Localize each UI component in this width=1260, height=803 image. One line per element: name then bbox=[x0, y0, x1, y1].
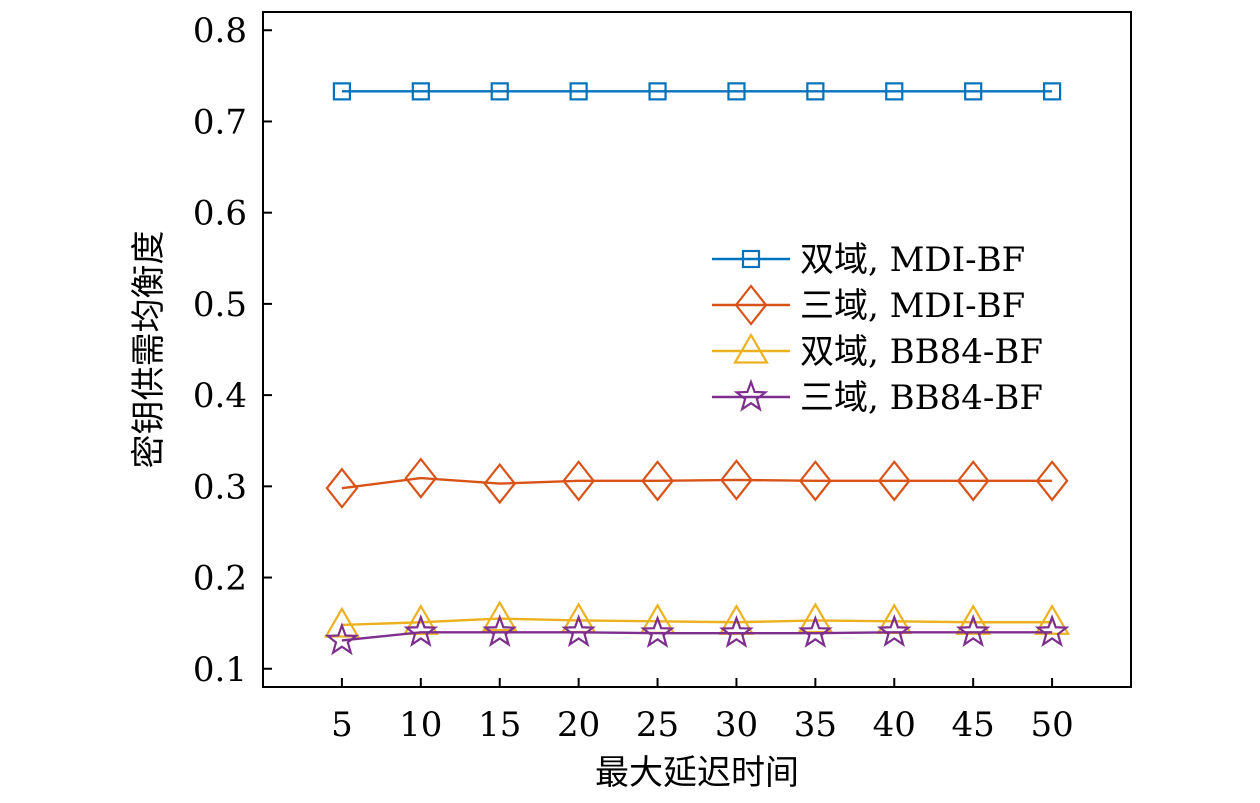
legend-label: 三域, MDI-BF bbox=[800, 286, 1025, 326]
series-1 bbox=[332, 82, 1062, 101]
data-point bbox=[648, 82, 667, 101]
series-2 bbox=[325, 457, 1069, 509]
y-tick-label: 0.4 bbox=[193, 376, 247, 416]
data-point bbox=[402, 604, 439, 635]
y-tick-label: 0.3 bbox=[193, 467, 247, 507]
x-tick-label: 20 bbox=[557, 705, 600, 745]
data-point bbox=[1034, 614, 1070, 648]
legend-marker bbox=[741, 249, 761, 269]
series-line bbox=[341, 617, 1053, 627]
x-tick-label: 10 bbox=[399, 705, 442, 745]
data-point bbox=[719, 614, 754, 648]
data-point bbox=[955, 604, 992, 635]
data-point bbox=[569, 82, 588, 101]
y-tick-label: 0.2 bbox=[193, 559, 247, 599]
x-tick-label: 50 bbox=[1030, 705, 1073, 745]
series-3 bbox=[323, 600, 1071, 638]
plot-area bbox=[262, 11, 1132, 688]
data-point bbox=[1035, 460, 1069, 502]
x-tick-label: 40 bbox=[873, 705, 916, 745]
data-point bbox=[876, 614, 912, 648]
x-tick-label: 35 bbox=[794, 705, 837, 745]
data-point bbox=[806, 82, 825, 101]
series-layer bbox=[323, 82, 1071, 656]
data-point bbox=[411, 82, 430, 101]
y-axis-title: 密钥供需均衡度 bbox=[129, 231, 169, 469]
data-point bbox=[490, 82, 509, 101]
legend-label: 双域, BB84-BF bbox=[800, 332, 1043, 372]
data-point bbox=[877, 460, 911, 502]
tick-layer: 0.1 0.2 0.3 0.4 0.5 0.6 0.7 0.8 5 10 15 20 25 30 35 40 4… bbox=[193, 11, 1074, 745]
y-tick-label: 0.5 bbox=[193, 285, 247, 325]
legend-item: 三域, MDI-BF bbox=[712, 284, 1025, 326]
legend-label: 三域, BB84-BF bbox=[800, 378, 1043, 418]
data-point bbox=[482, 614, 518, 648]
data-point bbox=[1034, 604, 1071, 635]
data-point bbox=[727, 82, 746, 101]
data-point bbox=[561, 614, 596, 648]
legend: 双域, MDI-BF 三域, MDI-BF 双域, BB84-BF 三域, BB84-… bbox=[712, 240, 1043, 418]
data-point bbox=[955, 614, 991, 648]
data-point bbox=[956, 460, 990, 502]
y-tick-label: 0.1 bbox=[193, 650, 247, 690]
y-tick-label: 0.6 bbox=[193, 194, 247, 234]
x-tick-label: 5 bbox=[331, 705, 353, 745]
y-tick-label: 0.7 bbox=[193, 102, 247, 142]
series-4 bbox=[324, 614, 1070, 656]
data-point bbox=[964, 82, 983, 101]
legend-item: 双域, MDI-BF bbox=[712, 240, 1025, 280]
data-point bbox=[324, 622, 360, 656]
series-line bbox=[341, 631, 1053, 642]
data-point bbox=[798, 460, 832, 502]
legend-label: 双域, MDI-BF bbox=[800, 240, 1025, 280]
x-tick-label: 30 bbox=[715, 705, 758, 745]
data-point bbox=[885, 82, 904, 101]
legend-marker bbox=[733, 332, 769, 364]
series-line bbox=[341, 476, 1053, 490]
x-tick-label: 45 bbox=[952, 705, 995, 745]
y-tick-label: 0.8 bbox=[193, 11, 247, 51]
data-point bbox=[332, 82, 352, 101]
x-tick-label: 25 bbox=[636, 705, 679, 745]
data-point bbox=[483, 462, 517, 505]
data-point bbox=[720, 459, 753, 501]
legend-item: 三域, BB84-BF bbox=[712, 378, 1043, 418]
x-axis-title: 最大延迟时间 bbox=[595, 753, 799, 793]
x-tick-label: 15 bbox=[478, 705, 521, 745]
data-point bbox=[323, 606, 360, 638]
data-point bbox=[798, 614, 833, 648]
data-point bbox=[481, 600, 518, 632]
data-point bbox=[325, 467, 359, 509]
data-point bbox=[641, 460, 674, 502]
data-point bbox=[404, 457, 438, 499]
data-point bbox=[797, 602, 834, 634]
data-point bbox=[1042, 82, 1062, 101]
legend-marker bbox=[733, 378, 769, 412]
data-point bbox=[640, 614, 675, 648]
data-point bbox=[403, 614, 439, 648]
legend-marker bbox=[734, 284, 768, 326]
legend-item: 双域, BB84-BF bbox=[712, 332, 1043, 372]
plot-frame bbox=[262, 11, 1132, 688]
data-point bbox=[562, 460, 596, 502]
